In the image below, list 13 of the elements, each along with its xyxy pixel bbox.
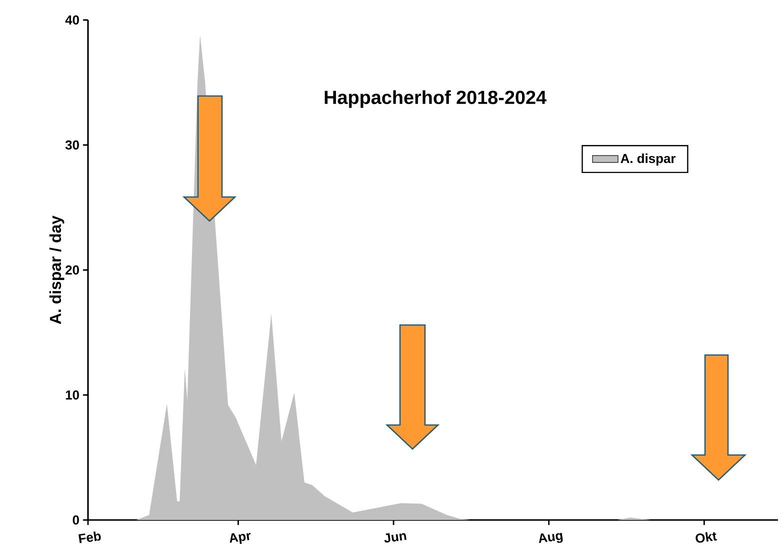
x-tick-label: Aug bbox=[539, 532, 563, 543]
y-tick-label: 10 bbox=[66, 390, 79, 400]
x-tick-label: Jun bbox=[384, 533, 406, 543]
y-axis-title: A. dispar / day bbox=[49, 216, 64, 324]
x-tick-label: Okt bbox=[696, 532, 718, 543]
text: Happacherhof 2018-2024 bbox=[324, 90, 546, 108]
y-tick-label: 0 bbox=[72, 515, 79, 525]
legend-label: A. dispar bbox=[620, 154, 676, 166]
x-tick-label: Apr bbox=[230, 532, 251, 544]
x-tick-label: Feb bbox=[78, 532, 101, 544]
y-tick-label: 40 bbox=[65, 15, 79, 25]
y-tick-label: 30 bbox=[65, 140, 79, 150]
y-tick-label: 20 bbox=[66, 265, 79, 275]
